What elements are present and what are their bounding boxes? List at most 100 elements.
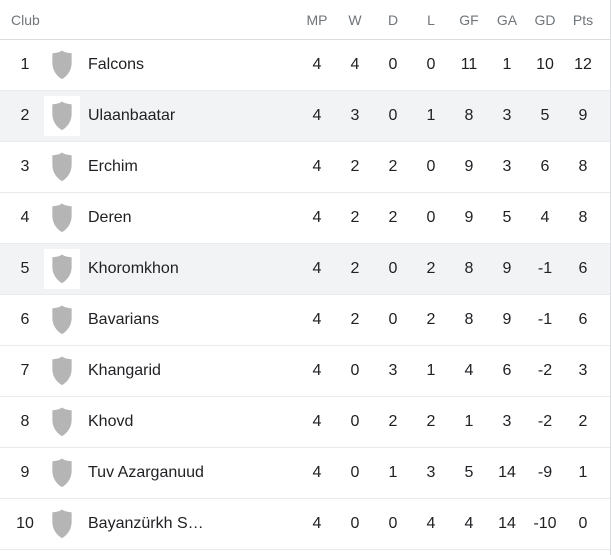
stat-w: 0 [350, 362, 360, 379]
stat-mp: 4 [312, 56, 322, 73]
team-name[interactable]: Khoromkhon [88, 260, 179, 277]
stat-d: 2 [388, 209, 398, 226]
stat-d: 0 [388, 107, 398, 124]
team-name[interactable]: Erchim [88, 158, 138, 175]
stat-pts: 8 [578, 158, 588, 175]
stat-mp: 4 [312, 158, 322, 175]
stat-l: 0 [426, 56, 436, 73]
stat-mp: 4 [312, 209, 322, 226]
team-logo [42, 300, 82, 340]
stat-l: 2 [426, 413, 436, 430]
table-row[interactable]: 9 Tuv Azarganuud 4 0 1 3 5 14 -9 1 [0, 448, 610, 499]
stat-d: 2 [388, 413, 398, 430]
shield-icon [52, 203, 72, 233]
stat-gf: 9 [464, 209, 474, 226]
table-row[interactable]: 7 Khangarid 4 0 3 1 4 6 -2 3 [0, 346, 610, 397]
team-logo-background [44, 453, 80, 493]
table-row[interactable]: 10 Bayanzürkh S… 4 0 0 4 4 14 -10 0 [0, 499, 610, 550]
stat-w: 3 [350, 107, 360, 124]
team-logo [42, 504, 82, 544]
stat-w: 4 [350, 56, 360, 73]
column-header-gd: GD [534, 11, 556, 28]
team-name[interactable]: Bayanzürkh S… [88, 515, 204, 532]
team-logo [42, 96, 82, 136]
shield-icon [52, 101, 72, 131]
column-header-gf: GF [459, 11, 479, 28]
shield-icon [52, 356, 72, 386]
stat-w: 2 [350, 158, 360, 175]
table-row[interactable]: 8 Khovd 4 0 2 2 1 3 -2 2 [0, 397, 610, 448]
team-logo-background [44, 402, 80, 442]
team-name[interactable]: Deren [88, 209, 132, 226]
stat-gd: 4 [540, 209, 550, 226]
position: 2 [20, 107, 30, 124]
stat-d: 2 [388, 158, 398, 175]
stat-ga: 9 [502, 260, 512, 277]
stat-d: 0 [388, 515, 398, 532]
stat-gf: 11 [460, 56, 478, 73]
table-row[interactable]: 1 Falcons 4 4 0 0 11 1 10 12 [0, 40, 610, 91]
stat-ga: 5 [502, 209, 512, 226]
team-logo [42, 249, 82, 289]
column-header-club: Club [11, 11, 40, 28]
stat-gf: 8 [464, 311, 474, 328]
column-header-pts: Pts [572, 11, 594, 28]
stat-l: 1 [426, 362, 436, 379]
stat-ga: 3 [502, 107, 512, 124]
column-header-w: W [348, 11, 362, 28]
stat-ga: 14 [498, 515, 516, 532]
stat-d: 0 [388, 56, 398, 73]
column-header-l: L [427, 11, 435, 28]
team-name[interactable]: Khangarid [88, 362, 161, 379]
stat-ga: 6 [502, 362, 512, 379]
shield-icon [52, 50, 72, 80]
team-name[interactable]: Khovd [88, 413, 134, 430]
stat-pts: 8 [578, 209, 588, 226]
column-header-d: D [387, 11, 399, 28]
team-name[interactable]: Ulaanbaatar [88, 107, 176, 124]
shield-icon [52, 458, 72, 488]
team-logo-background [44, 300, 80, 340]
position: 10 [16, 515, 34, 532]
stat-gf: 4 [464, 362, 474, 379]
position: 4 [20, 209, 30, 226]
stat-pts: 9 [578, 107, 588, 124]
stat-gd: -10 [533, 515, 557, 532]
table-row[interactable]: 2 Ulaanbaatar 4 3 0 1 8 3 5 9 [0, 91, 610, 142]
stat-d: 0 [388, 260, 398, 277]
team-name[interactable]: Tuv Azarganuud [88, 464, 204, 481]
table-row[interactable]: 3 Erchim 4 2 2 0 9 3 6 8 [0, 142, 610, 193]
team-logo [42, 351, 82, 391]
table-row[interactable]: 6 Bavarians 4 2 0 2 8 9 -1 6 [0, 295, 610, 346]
team-logo [42, 453, 82, 493]
stat-mp: 4 [312, 464, 322, 481]
column-header-mp: MP [306, 11, 328, 28]
stat-w: 2 [350, 311, 360, 328]
team-name[interactable]: Falcons [88, 56, 145, 73]
stat-gd: 6 [540, 158, 550, 175]
team-logo-background [44, 147, 80, 187]
column-header-ga: GA [496, 11, 518, 28]
table-row[interactable]: 5 Khoromkhon 4 2 0 2 8 9 -1 6 [0, 244, 610, 295]
stat-mp: 4 [312, 515, 322, 532]
shield-icon [52, 254, 72, 284]
stat-mp: 4 [312, 311, 322, 328]
stat-gd: 10 [536, 56, 554, 73]
stat-pts: 6 [578, 260, 588, 277]
stat-mp: 4 [312, 362, 322, 379]
position: 3 [20, 158, 30, 175]
stat-w: 0 [350, 413, 360, 430]
stat-ga: 3 [502, 413, 512, 430]
table-row[interactable]: 4 Deren 4 2 2 0 9 5 4 8 [0, 193, 610, 244]
stat-l: 1 [426, 107, 436, 124]
stat-pts: 6 [578, 311, 588, 328]
stat-pts: 2 [578, 413, 588, 430]
stat-l: 4 [426, 515, 436, 532]
stat-pts: 12 [574, 56, 592, 73]
shield-icon [52, 407, 72, 437]
stat-w: 0 [350, 515, 360, 532]
stat-d: 3 [388, 362, 398, 379]
team-logo-background [44, 351, 80, 391]
stat-mp: 4 [312, 413, 322, 430]
team-name[interactable]: Bavarians [88, 311, 160, 328]
